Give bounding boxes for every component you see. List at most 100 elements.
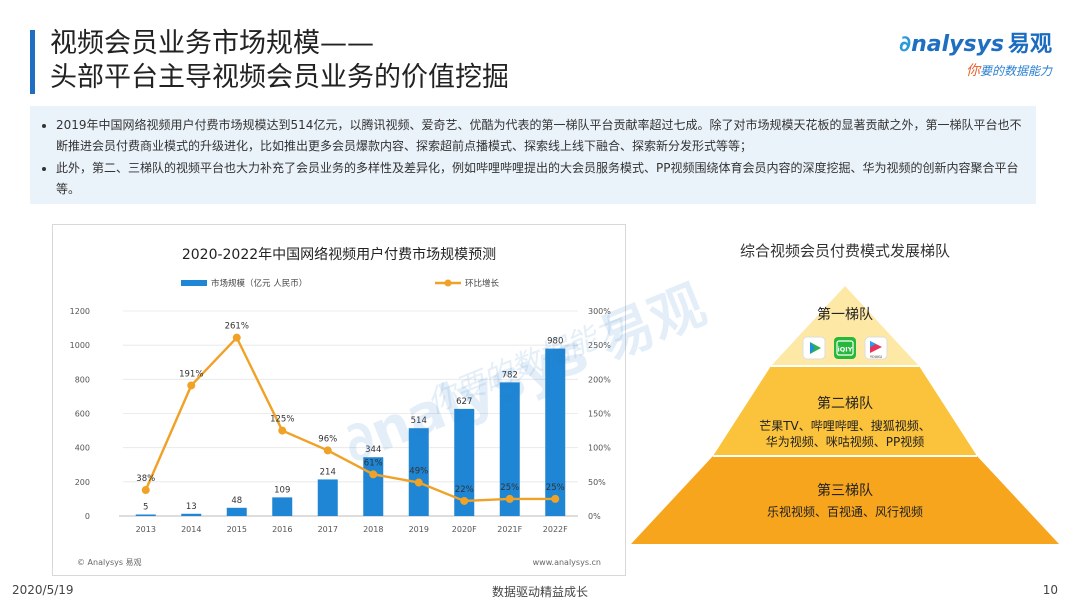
right-axis-tick-label: 300% bbox=[588, 307, 611, 316]
x-axis-tick-label: 2021F bbox=[497, 525, 522, 534]
bar-value-label: 48 bbox=[231, 496, 242, 506]
bar bbox=[181, 513, 202, 516]
growth-label: 261% bbox=[225, 322, 249, 332]
growth-point bbox=[141, 486, 150, 495]
right-axis-tick-label: 50% bbox=[588, 478, 606, 487]
bar-value-label: 5 bbox=[143, 503, 148, 513]
x-axis-tick-label: 2020F bbox=[452, 525, 477, 534]
growth-point bbox=[551, 494, 560, 503]
bar bbox=[454, 408, 475, 516]
growth-point bbox=[278, 426, 287, 435]
page-title: 视频会员业务市场规模—— 头部平台主导视频会员业务的价值挖掘 bbox=[50, 27, 509, 95]
tencent-video-icon: ▶ bbox=[802, 336, 826, 360]
legend-bar-label: 市场规模（亿元 人民币） bbox=[211, 278, 307, 289]
legend-line-marker bbox=[444, 279, 452, 287]
tier3-label: 第三梯队 bbox=[817, 482, 873, 499]
x-axis-tick-label: 2015 bbox=[227, 525, 247, 534]
footer-date: 2020/5/19 bbox=[12, 583, 74, 597]
bar-value-label: 13 bbox=[186, 502, 197, 512]
right-axis-tick-label: 100% bbox=[588, 444, 611, 453]
tier1-label: 第一梯队 bbox=[817, 306, 873, 323]
chart-source-left: © Analysys 易观 bbox=[77, 558, 142, 567]
summary-bullet-1: 2019年中国网络视频用户付费市场规模达到514亿元，以腾讯视频、爱奇艺、优酷为… bbox=[56, 115, 1026, 157]
bar bbox=[545, 348, 566, 516]
pyramid-title: 综合视频会员付费模式发展梯队 bbox=[739, 242, 950, 260]
left-axis-tick-label: 1200 bbox=[70, 307, 90, 316]
market-size-chart: 2020-2022年中国网络视频用户付费市场规模预测 市场规模（亿元 人民币） … bbox=[52, 224, 626, 576]
bar-value-label: 344 bbox=[365, 445, 381, 455]
x-axis-tick-label: 2019 bbox=[409, 525, 429, 534]
tier-pyramid: 第一梯队 ▶ iQIY YOUKU 第二梯队 芒果TV、哔哩哔哩、搜狐视频、 华… bbox=[631, 286, 1059, 544]
bar-value-label: 109 bbox=[274, 485, 290, 495]
legend-line-label: 环比增长 bbox=[465, 278, 500, 289]
growth-label: 25% bbox=[546, 483, 565, 493]
x-axis-tick-label: 2013 bbox=[136, 525, 156, 534]
x-axis-tick-label: 2022F bbox=[543, 525, 568, 534]
logo-brand-cn: 易观 bbox=[1007, 32, 1052, 57]
growth-label: 125% bbox=[270, 415, 294, 425]
youku-icon: YOUKU bbox=[864, 336, 888, 360]
right-axis-tick-label: 150% bbox=[588, 410, 611, 419]
left-axis-tick-label: 800 bbox=[75, 375, 90, 384]
chart-gridlines bbox=[123, 310, 578, 483]
bar bbox=[499, 382, 520, 516]
growth-point bbox=[323, 446, 332, 455]
chart-bars: 5 13 48 109 214 344 514 627 782 980 bbox=[135, 337, 566, 516]
bar-value-label: 514 bbox=[411, 416, 427, 426]
pyramid-tier3-shape bbox=[631, 456, 1059, 544]
chart-source-right: www.analysys.cn bbox=[533, 558, 601, 567]
growth-label: 25% bbox=[500, 483, 519, 493]
bar bbox=[226, 507, 247, 516]
growth-point bbox=[187, 381, 196, 390]
growth-label: 191% bbox=[179, 369, 203, 379]
summary-bullet-2: 此外，第二、三梯队的视频平台也大力补充了会员业务的多样性及差异化，例如哔哩哔哩提… bbox=[56, 158, 1026, 200]
x-axis-tick-label: 2014 bbox=[181, 525, 201, 534]
logo-brand-latin: nalysys bbox=[911, 32, 1004, 57]
tier2-label: 第二梯队 bbox=[817, 395, 873, 412]
tier2-line1: 芒果TV、哔哩哔哩、搜狐视频、 bbox=[759, 418, 931, 433]
bar bbox=[317, 479, 338, 516]
bar-value-label: 782 bbox=[502, 370, 518, 380]
bar bbox=[135, 514, 156, 516]
growth-label: 96% bbox=[318, 434, 337, 444]
x-axis-tick-label: 2017 bbox=[318, 525, 338, 534]
logo-swirl: ∂ bbox=[899, 32, 912, 57]
growth-label: 61% bbox=[364, 458, 383, 468]
right-axis-tick-label: 250% bbox=[588, 341, 611, 350]
x-axis-tick-label: 2016 bbox=[272, 525, 292, 534]
left-axis-tick-label: 600 bbox=[75, 410, 90, 419]
footer-page-number: 10 bbox=[1042, 583, 1058, 597]
growth-line bbox=[144, 335, 556, 503]
growth-label: 22% bbox=[455, 485, 474, 495]
footer-slogan: 数据驱动精益成长 bbox=[491, 585, 588, 599]
logo-tagline-first: 你 bbox=[965, 63, 980, 79]
bar bbox=[408, 428, 429, 516]
growth-label: 49% bbox=[409, 467, 428, 477]
x-axis-tick-label: 2018 bbox=[363, 525, 383, 534]
growth-point bbox=[505, 494, 514, 503]
chart-svg: 2020-2022年中国网络视频用户付费市场规模预测 市场规模（亿元 人民币） … bbox=[70, 246, 612, 567]
bar-value-label: 627 bbox=[456, 397, 472, 407]
youku-badge: YOUKU bbox=[870, 355, 883, 359]
logo-tagline-rest: 要的数据能力 bbox=[979, 64, 1052, 78]
legend-bar-swatch bbox=[181, 280, 207, 286]
iqiyi-badge: iQIY bbox=[838, 346, 853, 354]
chart-line: 38% 191% 261% 125% 96% 61% 49% 22% 25% 25% bbox=[136, 322, 565, 505]
tier3-line1: 乐视视频、百视通、风行视频 bbox=[767, 504, 923, 519]
growth-point bbox=[460, 496, 469, 505]
growth-label: 38% bbox=[136, 474, 155, 484]
bar bbox=[272, 497, 293, 516]
left-axis-tick-label: 200 bbox=[75, 478, 90, 487]
bar-value-label: 214 bbox=[320, 467, 336, 477]
left-axis-tick-label: 1000 bbox=[70, 341, 90, 350]
left-axis-tick-label: 400 bbox=[75, 444, 90, 453]
chart-title: 2020-2022年中国网络视频用户付费市场规模预测 bbox=[182, 246, 496, 263]
title-accent-bar bbox=[30, 30, 35, 94]
right-axis-tick-label: 0% bbox=[588, 512, 601, 521]
page-title-line1: 视频会员业务市场规模—— bbox=[50, 28, 374, 59]
growth-point bbox=[232, 333, 241, 342]
iqiyi-icon: iQIY bbox=[834, 337, 856, 359]
growth-point bbox=[414, 478, 423, 487]
summary-box: 2019年中国网络视频用户付费市场规模达到514亿元，以腾讯视频、爱奇艺、优酷为… bbox=[30, 106, 1036, 204]
pyramid-tier2-shape bbox=[713, 366, 977, 456]
